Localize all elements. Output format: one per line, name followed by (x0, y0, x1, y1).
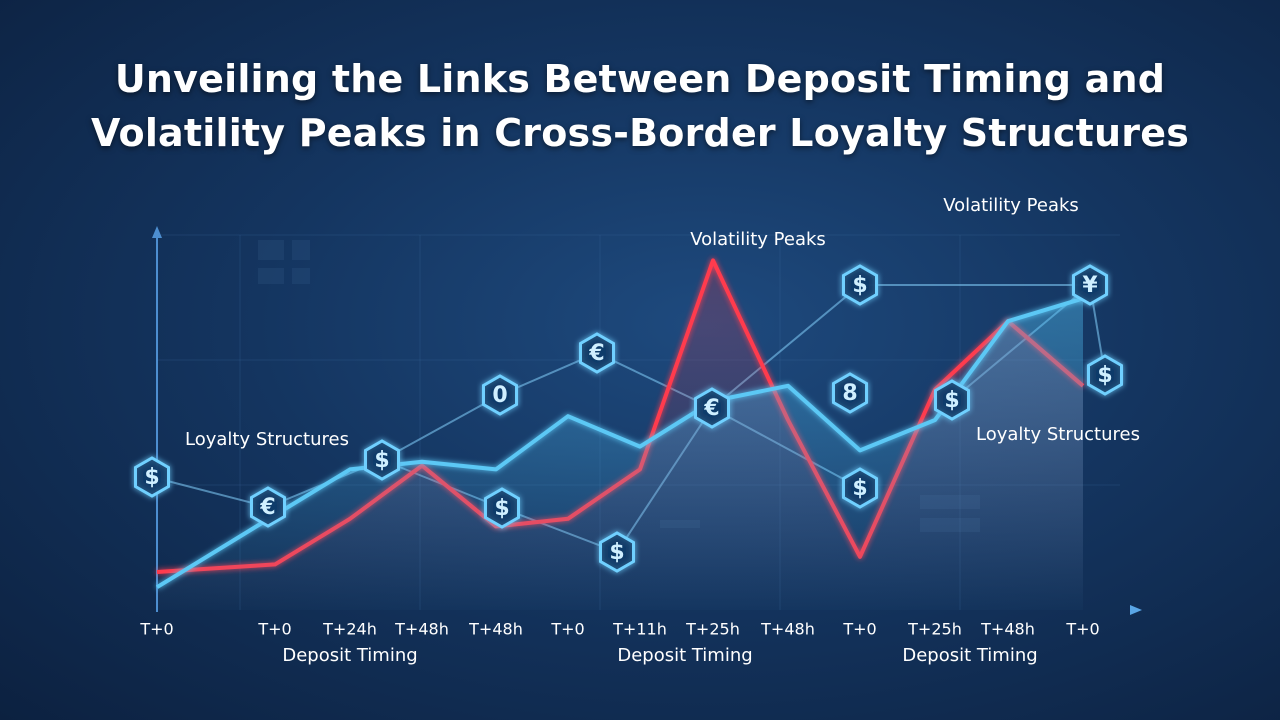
x-tick-label: T+24h (322, 620, 377, 639)
plot (155, 258, 1085, 610)
annotation: Volatility Peaks (943, 195, 1079, 216)
icon-symbol: $ (609, 540, 624, 565)
icon-hexagon (1072, 264, 1108, 306)
icon-symbol: 0 (492, 383, 507, 408)
x-tick-label: T+25h (907, 620, 962, 639)
series-line (155, 296, 1084, 589)
icon-symbol: € (588, 341, 604, 366)
x-axis-arrow (1130, 605, 1142, 615)
icon-symbol: $ (374, 448, 389, 473)
icon-symbol: ¥ (1082, 273, 1098, 298)
icon-hexagon (250, 486, 286, 528)
page-title: Unveiling the Links Between Deposit Timi… (90, 57, 1190, 155)
icon-hexagon (934, 379, 970, 421)
icon-symbol: $ (494, 496, 509, 521)
icon-hexagon (364, 439, 400, 481)
icon-hexagon (842, 467, 878, 509)
icon-hexagon (482, 374, 518, 416)
x-tick-label: T+0 (842, 620, 876, 639)
icon-hexagon (694, 387, 730, 429)
icon-symbol: $ (944, 388, 959, 413)
icon-hexagon (832, 372, 868, 414)
icon-symbol: $ (1097, 363, 1112, 388)
icon-hexagon (599, 531, 635, 573)
annotation: Loyalty Structures (976, 424, 1140, 445)
icon-symbol: 8 (842, 381, 857, 406)
x-tick-label: T+48h (980, 620, 1035, 639)
series-area (157, 298, 1083, 610)
icon-symbol: € (703, 396, 719, 421)
x-axis-label: Deposit Timing (282, 645, 417, 666)
icon-symbol: $ (852, 476, 867, 501)
icon-symbol: $ (852, 273, 867, 298)
x-tick-label: T+48h (760, 620, 815, 639)
x-tick-label: T+48h (394, 620, 449, 639)
icon-symbol: $ (144, 465, 159, 490)
x-axis-label: Deposit Timing (617, 645, 752, 666)
x-tick-label: T+0 (550, 620, 584, 639)
x-tick-label: T+0 (139, 620, 173, 639)
annotation: Loyalty Structures (185, 429, 349, 450)
x-tick-label: T+48h (468, 620, 523, 639)
annotation: Volatility Peaks (690, 229, 826, 250)
icon-symbol: € (259, 495, 275, 520)
icons: $ € $0 € € $ ¥ $ $ $ $ $8 (134, 264, 1123, 573)
x-axis-label: Deposit Timing (902, 645, 1037, 666)
x-tick-label: T+0 (1065, 620, 1099, 639)
x-tick-label: T+11h (612, 620, 667, 639)
icon-hexagon (484, 487, 520, 529)
connector (151, 284, 1090, 509)
y-axis-arrow (152, 226, 162, 238)
icon-hexagon (1087, 354, 1123, 396)
x-tick-label: T+25h (685, 620, 740, 639)
icon-hexagon (134, 456, 170, 498)
x-tick-label: T+0 (257, 620, 291, 639)
icon-hexagon (842, 264, 878, 306)
icon-hexagon (579, 332, 615, 374)
